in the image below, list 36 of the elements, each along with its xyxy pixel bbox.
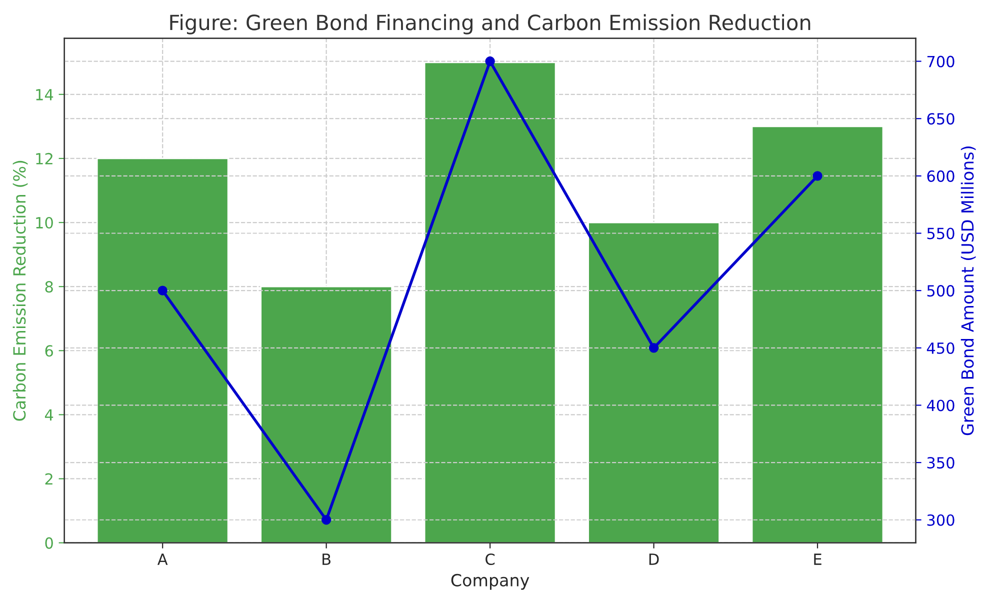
point: [648, 343, 659, 353]
chart-title: Figure: Green Bond Financing and Carbon Emission Reduction: [170, 14, 810, 34]
x-tick-label: E: [814, 554, 822, 565]
point: [485, 56, 495, 66]
x-tick-label: A: [157, 554, 168, 565]
y-tick-label: 2: [45, 473, 52, 485]
y2-tick-label: 650: [927, 113, 954, 125]
point: [321, 515, 332, 525]
y-tick-label: 14: [36, 89, 54, 100]
y2-tick-label: 400: [926, 400, 954, 412]
y-tick-label: 4: [44, 409, 54, 420]
y-tick-label: 0: [45, 537, 53, 549]
bar: [588, 222, 720, 543]
y2-tick-label: 500: [927, 285, 954, 297]
y2-tick-label: 600: [927, 170, 954, 182]
bar: [260, 286, 393, 543]
point: [158, 286, 168, 296]
y-tick-label: 8: [45, 281, 53, 293]
y2-tick-label: 700: [927, 56, 954, 68]
point: [812, 171, 822, 181]
y-tick-label: 12: [36, 152, 52, 164]
y2-tick-label: 550: [927, 228, 954, 240]
y2-axis-title: Green Bond Amount (USD Millions): [960, 146, 976, 436]
y2-tick-label: 300: [927, 514, 954, 526]
bar: [424, 62, 556, 543]
y-axis-title: Carbon Emission Reduction (%): [12, 160, 28, 421]
y-tick-label: 10: [36, 216, 53, 229]
x-tick-label: C: [486, 553, 495, 566]
bar: [96, 158, 229, 543]
y2-tick-label: 350: [927, 457, 954, 469]
x-tick-label: D: [649, 554, 659, 565]
y2-tick-label: 450: [926, 342, 954, 354]
x-tick-label: B: [322, 554, 330, 565]
bar: [751, 126, 884, 543]
y-tick-label: 6: [45, 345, 53, 357]
x-axis-title: Company: [451, 574, 530, 590]
